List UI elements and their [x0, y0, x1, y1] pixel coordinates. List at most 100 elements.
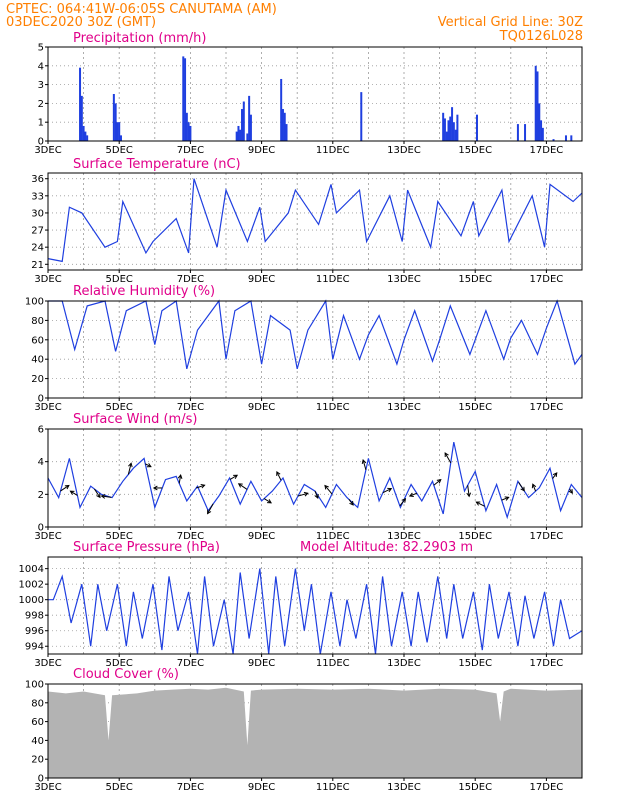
x-tick-label: 3DEC: [34, 402, 61, 413]
x-tick-label: 13DEC: [387, 658, 421, 669]
precip-bar: [84, 131, 87, 141]
y-tick-label: 30: [31, 208, 44, 219]
y-tick-label: 4: [38, 61, 44, 72]
x-tick-label: 15DEC: [458, 782, 492, 793]
wind-vector: [145, 463, 152, 468]
wind-vector-head: [152, 485, 158, 491]
precip-bar: [541, 127, 544, 141]
precip-bar: [118, 122, 121, 141]
x-tick-label: 5DEC: [106, 658, 133, 669]
panel-2: 0 20 40 60 80 100 3DEC 5DEC 7DEC 9DEC 11DEC 13DEC 15…: [25, 297, 583, 413]
panel-4: 994 996 998 1000 1002 1004 3DEC 5DEC 7DEC 9DEC 11D…: [19, 556, 583, 669]
y-tick-label: 3: [38, 80, 44, 91]
panel-frame: [47, 556, 583, 655]
humidity-title: Relative Humidity (%): [73, 284, 215, 299]
x-tick-label: 17DEC: [530, 782, 564, 793]
precip-bar: [552, 139, 555, 141]
panel-0: 0 1 2 3 4 5 3DEC 5DEC 7DEC 9DEC 11DEC 13DEC 15DEC 17D…: [34, 43, 583, 156]
x-tick-label: 11DEC: [316, 531, 350, 542]
wind-vector-head: [128, 462, 133, 468]
x-tick-label: 17DEC: [530, 658, 564, 669]
x-tick-label: 9DEC: [248, 531, 275, 542]
x-tick-label: 13DEC: [387, 782, 421, 793]
precip-bar: [452, 122, 455, 141]
y-tick-label: 998: [25, 611, 44, 622]
x-tick-label: 3DEC: [34, 782, 61, 793]
x-tick-label: 5DEC: [106, 782, 133, 793]
x-tick-label: 11DEC: [316, 658, 350, 669]
wind-vector-head: [387, 487, 393, 493]
x-tick-label: 5DEC: [106, 402, 133, 413]
wind-vector: [501, 496, 509, 501]
precip-bar: [536, 71, 539, 141]
series-line-2: [48, 299, 583, 370]
precip-bar: [82, 125, 85, 141]
precip-bar: [449, 116, 452, 141]
x-tick-label: 7DEC: [177, 658, 204, 669]
y-tick-label: 21: [31, 260, 44, 271]
y-tick-label: 40: [31, 355, 44, 366]
wind-vector-head: [276, 470, 281, 476]
precip-bar: [248, 95, 251, 141]
y-tick-label: 36: [31, 174, 44, 185]
precip-bar: [456, 114, 459, 141]
wind-vector: [467, 485, 470, 497]
station-label: CPTEC: 064:41W-06:05S CANUTAMA (AM): [6, 2, 277, 17]
precip-bar: [79, 67, 82, 141]
wind-vector-head: [324, 484, 329, 490]
wind-vector: [324, 485, 333, 495]
grid-note-label: Vertical Grid Line: 30Z: [438, 15, 583, 30]
y-tick-label: 0: [38, 137, 44, 148]
wind-vector: [518, 482, 525, 492]
y-tick-label: 0: [38, 523, 44, 534]
precip-bar: [185, 112, 188, 141]
code-label: TQ0126L028: [499, 29, 583, 44]
wind-vector-head: [233, 474, 239, 479]
x-tick-label: 11DEC: [316, 402, 350, 413]
x-tick-label: 3DEC: [34, 658, 61, 669]
wind-vector: [70, 490, 78, 496]
y-tick-label: 1004: [19, 564, 44, 575]
temperature-title: Surface Temperature (nC): [73, 157, 241, 172]
precipitation-title: Precipitation (mm/h): [73, 31, 206, 46]
precip-bar: [187, 122, 190, 141]
x-tick-label: 3DEC: [34, 531, 61, 542]
x-tick-label: 9DEC: [248, 145, 275, 156]
pressure-title: Surface Pressure (hPa): [73, 540, 220, 555]
y-tick-label: 6: [38, 425, 44, 436]
panel-frame: [47, 300, 583, 399]
wind-vector-head: [146, 463, 152, 468]
wind-vector: [297, 492, 308, 497]
panel-frame: [47, 683, 583, 779]
wind-vector: [532, 483, 537, 492]
precip-bar: [454, 129, 457, 141]
wind-vector-head: [303, 491, 309, 497]
x-tick-label: 15DEC: [458, 402, 492, 413]
wind-vector-head: [200, 483, 206, 489]
precip-bar: [237, 125, 240, 141]
x-tick-label: 11DEC: [316, 782, 350, 793]
precip-bar: [283, 112, 286, 141]
x-tick-label: 7DEC: [177, 274, 204, 285]
y-tick-label: 4: [38, 457, 44, 468]
y-tick-label: 1000: [19, 595, 44, 606]
y-tick-label: 60: [31, 335, 44, 346]
y-tick-label: 20: [31, 374, 44, 385]
wind-vector-head: [267, 499, 272, 504]
panel-5: 0 20 40 60 80 100 3DEC 5DEC 7DEC 9DEC 11DEC 13DEC 15…: [25, 680, 583, 793]
x-tick-label: 9DEC: [248, 658, 275, 669]
wind-vector: [476, 501, 485, 507]
wind-vector-head: [520, 486, 525, 492]
wind-vector-head: [475, 501, 481, 506]
wind-vector: [93, 488, 101, 498]
precip-bar: [516, 124, 519, 141]
wind-vector-head: [504, 496, 510, 501]
wind-vector: [399, 498, 406, 507]
x-tick-label: 17DEC: [530, 531, 564, 542]
wind-vector: [552, 472, 558, 479]
panel-3: 0 2 4 6 3DEC 5DEC 7DEC 9DEC 11DEC 13DEC 15DEC 17DEC: [34, 425, 583, 542]
precip-bar: [239, 129, 242, 141]
x-tick-label: 15DEC: [458, 145, 492, 156]
wind-vector: [314, 490, 319, 499]
series-line-3: [47, 441, 583, 520]
